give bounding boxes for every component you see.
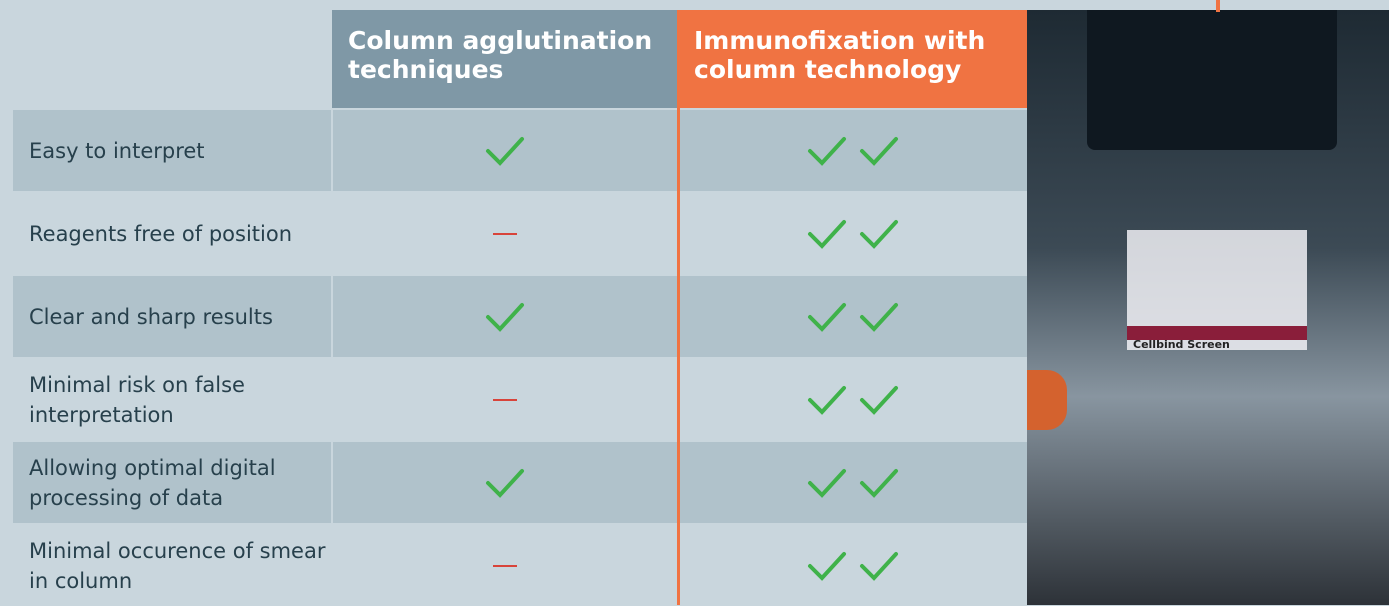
row-label: Minimal risk on false interpretation bbox=[13, 359, 331, 440]
card-band bbox=[1127, 326, 1307, 340]
double-check bbox=[807, 385, 898, 415]
orange-divider bbox=[677, 10, 680, 605]
header-cell: Column agglutination techniques bbox=[332, 10, 677, 108]
check bbox=[486, 302, 524, 332]
cell-icon bbox=[333, 193, 677, 274]
cell-icon bbox=[680, 442, 1027, 523]
double-check bbox=[807, 219, 898, 249]
header-cell: Immunofixation with column technology bbox=[678, 10, 1027, 108]
check bbox=[486, 136, 524, 166]
row-label: Allowing optimal digital processing of d… bbox=[13, 442, 331, 523]
orange-marker bbox=[1216, 0, 1220, 12]
double-check bbox=[807, 468, 898, 498]
row-label: Reagents free of position bbox=[13, 193, 331, 274]
cell-icon bbox=[680, 193, 1027, 274]
orange-object bbox=[1027, 370, 1067, 430]
double-check bbox=[807, 136, 898, 166]
double-check bbox=[807, 302, 898, 332]
check bbox=[486, 468, 524, 498]
cell-icon bbox=[333, 442, 677, 523]
cell-icon bbox=[333, 110, 677, 191]
dash bbox=[493, 232, 517, 235]
machine-head bbox=[1087, 10, 1337, 150]
cell-icon bbox=[333, 359, 677, 440]
cell-icon bbox=[333, 525, 677, 606]
double-check bbox=[807, 551, 898, 581]
photo: Cellbind Screen bbox=[1027, 10, 1389, 605]
cell-icon bbox=[680, 276, 1027, 357]
row-label: Minimal occurence of smear in column bbox=[13, 525, 331, 606]
cell-icon bbox=[680, 110, 1027, 191]
row-label: Easy to interpret bbox=[13, 110, 331, 191]
photo-label: Cellbind Screen bbox=[1133, 338, 1230, 351]
cell-icon bbox=[680, 359, 1027, 440]
row-label: Clear and sharp results bbox=[13, 276, 331, 357]
cell-icon bbox=[680, 525, 1027, 606]
cell-icon bbox=[333, 276, 677, 357]
dash bbox=[493, 564, 517, 567]
dash bbox=[493, 398, 517, 401]
